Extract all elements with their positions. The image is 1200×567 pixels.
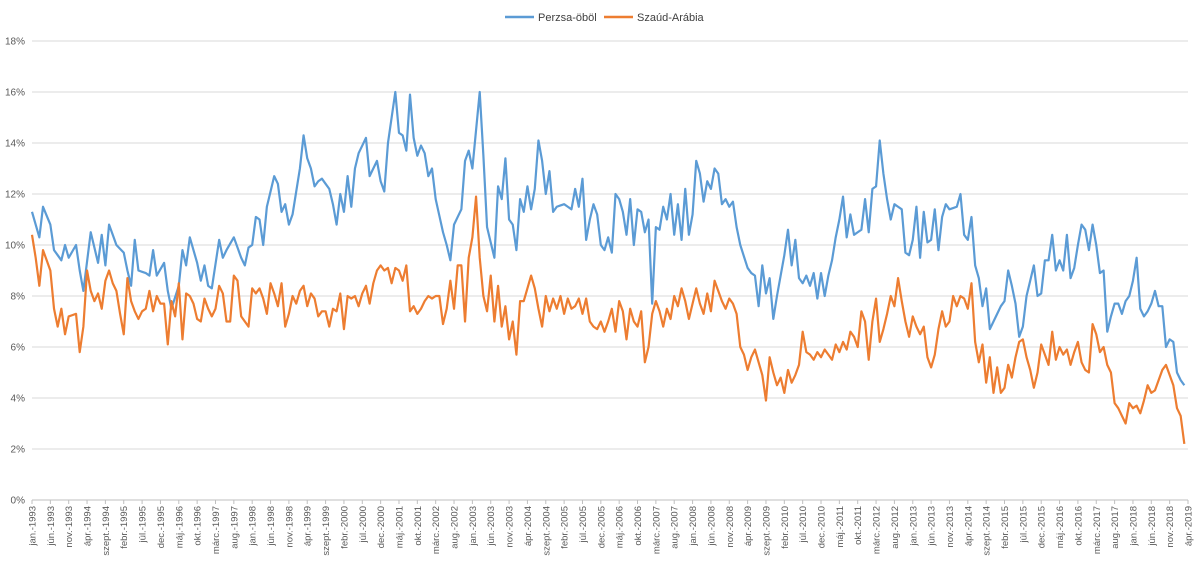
x-tick-label: okt.-2001 bbox=[413, 506, 424, 546]
y-tick-label: 12% bbox=[5, 190, 25, 201]
x-tick-label: nov.-2013 bbox=[945, 506, 956, 548]
series-line-szaud[interactable] bbox=[30, 195, 1186, 445]
y-tick-label: 10% bbox=[5, 241, 25, 252]
legend-item-szaud[interactable]: Szaúd-Arábia bbox=[604, 12, 705, 24]
legend-item-perzsa[interactable]: Perzsa-öböl bbox=[505, 12, 597, 24]
x-axis: jan.-1993 jún.-1993 nov.-1993 ápr.-1994 szep… bbox=[28, 499, 1195, 556]
x-tick-label: febr.-2005 bbox=[560, 506, 571, 549]
y-tick-label: 4% bbox=[11, 394, 26, 405]
x-tick-label: jan.-2018 bbox=[1128, 506, 1139, 547]
x-tick-label: ápr.-2004 bbox=[523, 506, 534, 546]
x-tick-label: márc.-1997 bbox=[211, 506, 222, 554]
x-tick-label: jan.-2003 bbox=[468, 506, 479, 547]
x-tick-label: aug.-2007 bbox=[670, 506, 681, 549]
x-tick-label: jún.-1998 bbox=[266, 506, 277, 547]
x-tick-label: szept.-2009 bbox=[761, 506, 772, 556]
x-tick-label: nov.-1998 bbox=[284, 506, 295, 548]
x-tick-label: dec.-2000 bbox=[376, 506, 387, 548]
x-tick-label: dec.-2010 bbox=[817, 506, 828, 548]
x-tick-label: máj.-2006 bbox=[615, 506, 626, 548]
y-tick-label: 18% bbox=[5, 37, 25, 48]
x-tick-label: ápr.-2014 bbox=[963, 506, 974, 546]
x-tick-label: júl.-1995 bbox=[138, 506, 149, 543]
x-tick-label: aug.-2002 bbox=[450, 506, 461, 549]
x-tick-label: márc.-2017 bbox=[1092, 506, 1103, 554]
x-tick-label: ápr.-2019 bbox=[1184, 506, 1195, 546]
x-tick-label: okt.-2006 bbox=[633, 506, 644, 546]
x-tick-label: aug.-2012 bbox=[890, 506, 901, 549]
x-tick-label: márc.-2007 bbox=[651, 506, 662, 554]
x-tick-label: dec.-2005 bbox=[596, 506, 607, 548]
series-line-perzsa[interactable] bbox=[30, 90, 1186, 386]
x-tick-label: dec.-2015 bbox=[1037, 506, 1048, 548]
x-tick-label: szept.-1994 bbox=[101, 506, 112, 556]
x-tick-label: jún.-2008 bbox=[706, 506, 717, 547]
x-tick-label: jún.-2003 bbox=[486, 506, 497, 547]
x-tick-label: aug.-1997 bbox=[229, 506, 240, 549]
series-lines bbox=[30, 90, 1186, 445]
y-tick-label: 2% bbox=[11, 445, 26, 456]
x-tick-label: ápr.-1999 bbox=[303, 506, 314, 546]
x-tick-label: jan.-1998 bbox=[248, 506, 259, 547]
y-tick-label: 16% bbox=[5, 88, 25, 99]
x-tick-label: febr.-2015 bbox=[1000, 506, 1011, 549]
x-tick-label: nov.-1993 bbox=[64, 506, 75, 548]
x-tick-label: febr.-2000 bbox=[339, 506, 350, 549]
legend-label-perzsa: Perzsa-öböl bbox=[538, 12, 597, 24]
x-tick-label: máj.-1996 bbox=[174, 506, 185, 548]
x-tick-label: máj.-2016 bbox=[1055, 506, 1066, 548]
x-tick-label: nov.-2003 bbox=[505, 506, 516, 548]
x-tick-label: okt.-2011 bbox=[853, 506, 864, 545]
x-tick-label: jan.-2013 bbox=[908, 506, 919, 547]
x-tick-label: jan.-1993 bbox=[28, 506, 39, 547]
x-tick-label: okt.-2016 bbox=[1073, 506, 1084, 546]
y-tick-label: 8% bbox=[11, 292, 26, 303]
x-tick-label: máj.-2011 bbox=[835, 506, 846, 548]
x-tick-label: jún.-1993 bbox=[46, 506, 57, 547]
x-tick-label: nov.-2018 bbox=[1165, 506, 1176, 548]
y-tick-label: 14% bbox=[5, 139, 25, 150]
x-tick-label: jún.-2018 bbox=[1147, 506, 1158, 547]
y-axis: 0% 2% 4% 6% 8% 10% 12% 14% 16% 18% bbox=[5, 37, 25, 507]
x-tick-label: márc.-2002 bbox=[431, 506, 442, 554]
x-tick-label: ápr.-1994 bbox=[83, 506, 94, 546]
x-tick-label: szept.-2004 bbox=[541, 506, 552, 556]
x-tick-label: júl.-2000 bbox=[358, 506, 369, 543]
x-tick-label: máj.-2001 bbox=[394, 506, 405, 548]
x-tick-label: febr.-1995 bbox=[119, 506, 130, 549]
x-tick-label: szept.-2014 bbox=[982, 506, 993, 556]
x-tick-label: márc.-2012 bbox=[872, 506, 883, 554]
x-tick-label: jún.-2013 bbox=[927, 506, 938, 547]
y-tick-label: 6% bbox=[11, 343, 26, 354]
legend: Perzsa-öböl Szaúd-Arábia bbox=[505, 12, 705, 24]
x-tick-label: jan.-2008 bbox=[688, 506, 699, 547]
x-tick-label: febr.-2010 bbox=[780, 506, 791, 549]
x-tick-label: okt.-1996 bbox=[193, 506, 204, 546]
x-tick-label: ápr.-2009 bbox=[743, 506, 754, 546]
x-tick-label: júl.-2010 bbox=[798, 506, 809, 543]
x-tick-label: nov.-2008 bbox=[725, 506, 736, 548]
x-tick-label: júl.-2005 bbox=[578, 506, 589, 543]
x-tick-label: júl.-2015 bbox=[1018, 506, 1029, 543]
legend-label-szaud: Szaúd-Arábia bbox=[637, 12, 705, 24]
x-tick-label: aug.-2017 bbox=[1110, 506, 1121, 549]
x-tick-label: szept.-1999 bbox=[321, 506, 332, 556]
y-tick-label: 0% bbox=[11, 496, 26, 507]
x-tick-label: dec.-1995 bbox=[156, 506, 167, 548]
